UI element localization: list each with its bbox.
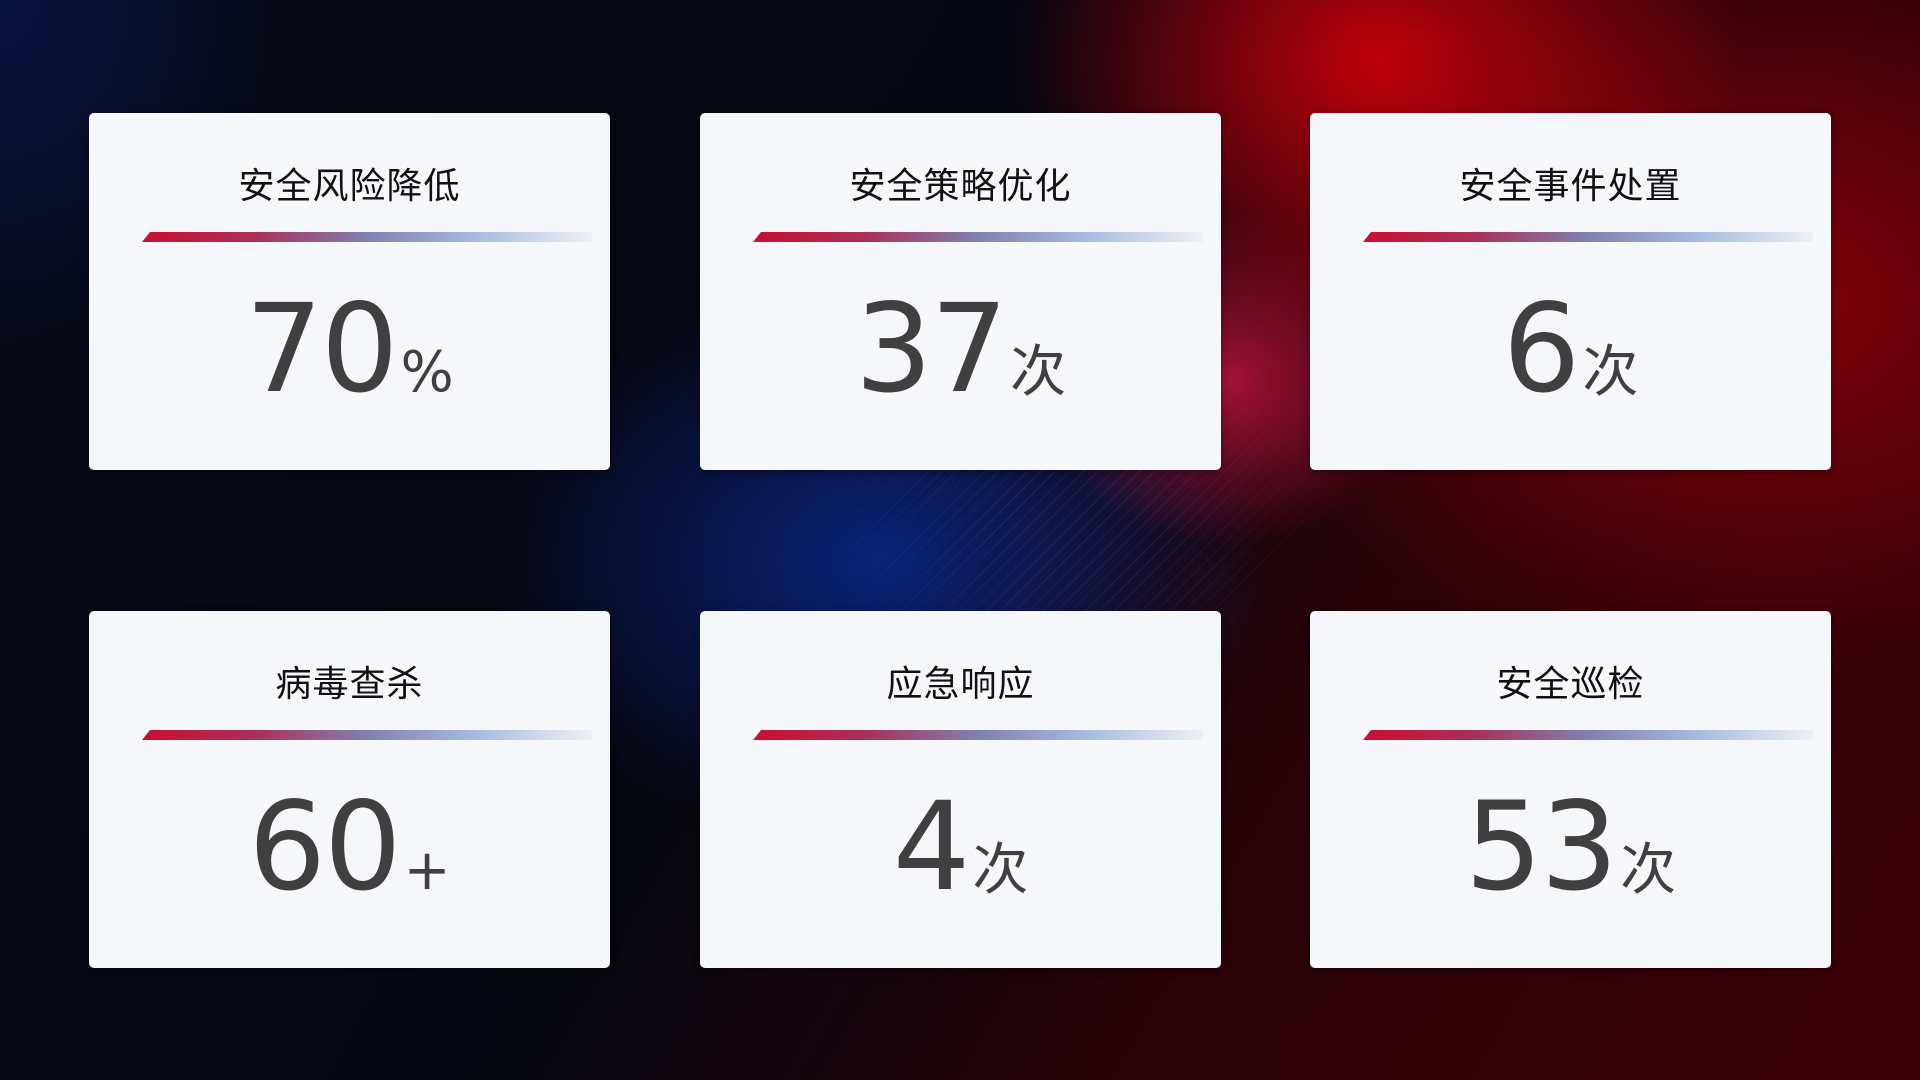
gradient-divider (1363, 232, 1813, 242)
value-number: 37 (854, 278, 1008, 420)
stat-card-security-inspection: 安全巡检 53次 (1310, 611, 1831, 968)
card-title: 安全风险降低 (238, 166, 461, 207)
card-value: 37次 (700, 278, 1221, 420)
card-value: 70% (89, 278, 610, 420)
stat-card-incident-handling: 安全事件处置 6次 (1310, 113, 1831, 470)
value-number: 4 (892, 776, 971, 918)
value-number: 6 (1502, 278, 1581, 420)
card-value: 53次 (1310, 776, 1831, 918)
value-unit: 次 (1010, 340, 1067, 405)
stat-card-emergency-response: 应急响应 4次 (700, 611, 1221, 968)
value-unit: + (403, 838, 451, 903)
gradient-divider (753, 730, 1203, 740)
card-value: 60+ (89, 776, 610, 918)
gradient-divider (753, 232, 1203, 242)
stat-card-virus-removal: 病毒查杀 60+ (89, 611, 610, 968)
card-title: 病毒查杀 (275, 664, 424, 705)
value-number: 53 (1464, 776, 1618, 918)
value-unit: 次 (972, 838, 1029, 903)
card-title: 安全巡检 (1496, 664, 1645, 705)
stat-card-risk-reduction: 安全风险降低 70% (89, 113, 610, 470)
stat-card-policy-optimization: 安全策略优化 37次 (700, 113, 1221, 470)
value-unit: % (400, 340, 454, 405)
value-number: 70 (245, 278, 398, 420)
card-title: 安全策略优化 (849, 166, 1072, 207)
gradient-divider (142, 232, 592, 242)
value-unit: 次 (1582, 340, 1639, 405)
gradient-divider (142, 730, 592, 740)
value-unit: 次 (1620, 838, 1677, 903)
card-title: 安全事件处置 (1459, 166, 1682, 207)
gradient-divider (1363, 730, 1813, 740)
card-value: 6次 (1310, 278, 1831, 420)
value-number: 60 (248, 776, 401, 918)
card-value: 4次 (700, 776, 1221, 918)
card-title: 应急响应 (886, 664, 1035, 705)
